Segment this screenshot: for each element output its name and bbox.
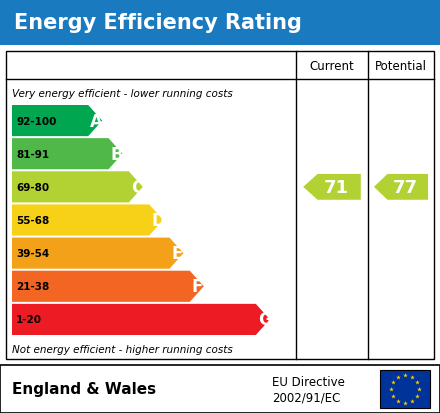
- Text: 92-100: 92-100: [16, 116, 56, 126]
- Bar: [6, 52, 434, 359]
- Text: F: F: [192, 278, 203, 296]
- Text: 55-68: 55-68: [16, 216, 49, 225]
- Text: 2002/91/EC: 2002/91/EC: [272, 391, 341, 404]
- Polygon shape: [12, 106, 102, 137]
- Text: 21-38: 21-38: [16, 282, 49, 292]
- Text: G: G: [258, 311, 271, 329]
- Text: A: A: [90, 112, 103, 130]
- Polygon shape: [12, 139, 122, 170]
- Polygon shape: [12, 172, 143, 203]
- Text: EU Directive: EU Directive: [272, 375, 345, 389]
- Text: E: E: [172, 244, 183, 263]
- Text: Very energy efficient - lower running costs: Very energy efficient - lower running co…: [12, 89, 233, 99]
- Text: 1-20: 1-20: [16, 315, 42, 325]
- Text: 81-91: 81-91: [16, 150, 49, 159]
- Text: 39-54: 39-54: [16, 249, 49, 259]
- Polygon shape: [12, 205, 163, 236]
- Text: 77: 77: [392, 178, 417, 197]
- Polygon shape: [12, 271, 204, 302]
- Text: England & Wales: England & Wales: [12, 382, 156, 396]
- Text: B: B: [110, 145, 123, 163]
- Polygon shape: [12, 238, 183, 269]
- Polygon shape: [374, 175, 428, 200]
- Text: Not energy efficient - higher running costs: Not energy efficient - higher running co…: [12, 344, 233, 354]
- Bar: [0, 0, 440, 46]
- Polygon shape: [303, 175, 361, 200]
- Text: 71: 71: [323, 178, 348, 197]
- Polygon shape: [12, 304, 270, 335]
- Text: Current: Current: [310, 59, 354, 72]
- Text: Potential: Potential: [375, 59, 427, 72]
- Bar: [380, 370, 430, 408]
- Text: 69-80: 69-80: [16, 183, 49, 192]
- Text: D: D: [151, 211, 165, 230]
- Bar: [0, 365, 440, 413]
- Text: Energy Efficiency Rating: Energy Efficiency Rating: [14, 13, 302, 33]
- Text: C: C: [131, 178, 143, 197]
